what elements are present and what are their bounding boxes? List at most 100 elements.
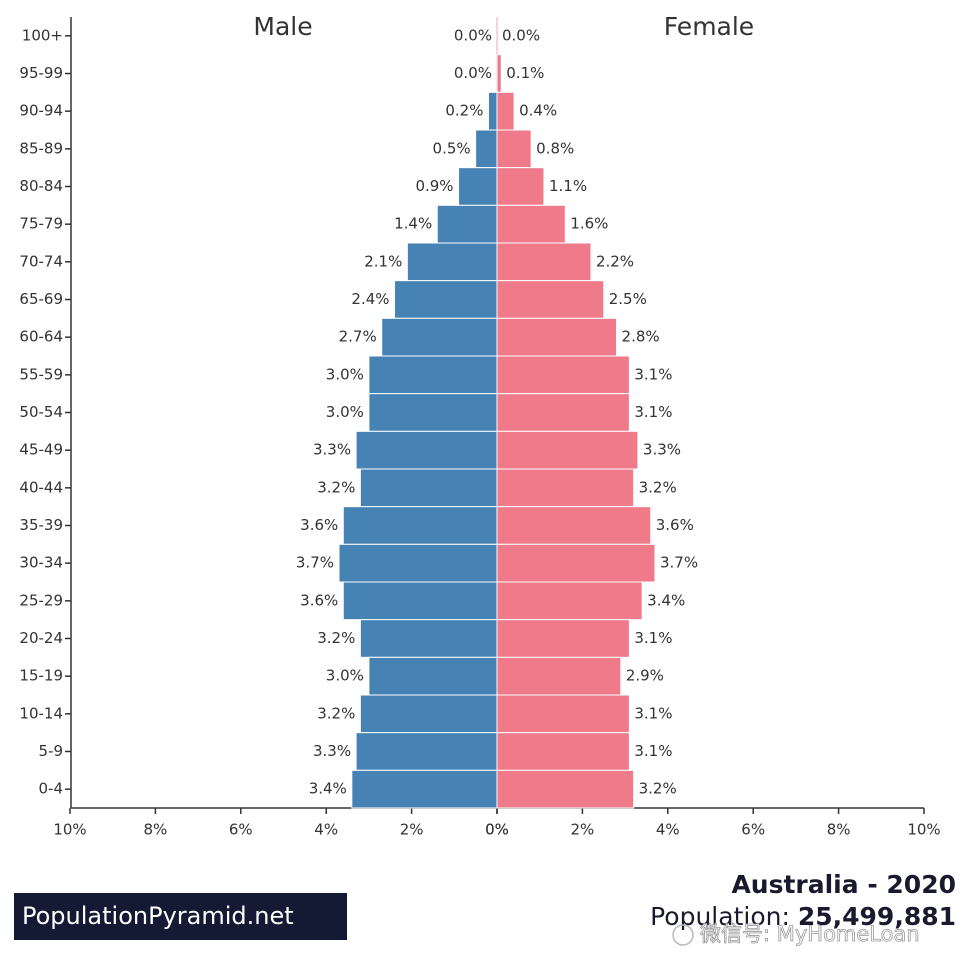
bar [355,732,498,771]
value-label: 0.0% [454,64,492,82]
bar [351,769,498,809]
value-label: 3.3% [313,742,351,760]
male-label: Male [253,12,312,41]
y-tick-label: 10-14 [19,704,63,722]
x-tick-label: 8% [144,821,168,839]
value-label: 3.2% [317,478,355,496]
x-tick-label: 10% [53,821,86,839]
y-tick-label: 65-69 [19,290,63,308]
value-label: 3.6% [300,591,338,609]
population: Population: 25,499,881 [650,902,956,931]
value-label: 2.4% [351,290,389,308]
y-tick-label: 0-4 [39,780,64,798]
value-label: 3.3% [313,441,351,459]
bar [458,167,498,206]
bar [496,656,622,696]
y-tick-label: 90-94 [19,102,63,120]
value-label: 0.1% [506,64,544,82]
bar [406,242,498,282]
value-label: 3.1% [634,629,672,647]
bar [496,543,656,583]
bar [496,54,502,93]
bar [496,91,515,131]
x-tick-label: 6% [229,821,253,839]
value-label: 3.3% [643,441,681,459]
bar [359,468,498,508]
y-tick-label: 60-64 [19,328,63,346]
x-tick-label: 8% [827,821,851,839]
value-label: 3.1% [634,365,672,383]
y-tick-label: 5-9 [39,742,64,760]
y-tick-label: 100+ [22,26,63,44]
bar [496,393,630,432]
bar [496,204,566,244]
y-tick-label: 15-19 [19,667,63,685]
bar [436,204,498,244]
bar [496,468,635,508]
bar [359,619,498,658]
bar [496,430,639,470]
value-label: 3.2% [317,629,355,647]
bar [496,167,545,206]
female-label: Female [664,12,754,41]
value-label: 3.0% [326,403,364,421]
value-label: 2.7% [339,328,377,346]
y-tick-label: 20-24 [19,629,63,647]
bar [381,317,498,357]
bar [355,430,498,470]
value-label: 0.5% [433,139,471,157]
watermark: 微信号: MyHomeLoan [700,922,920,946]
value-label: 0.9% [415,177,453,195]
bar [342,581,498,621]
x-tick-label: 4% [314,821,338,839]
bar [496,129,532,169]
x-tick-label: 6% [741,821,765,839]
y-tick-label: 75-79 [19,215,63,233]
value-label: 2.1% [364,252,402,270]
bar [338,543,498,583]
value-label: 1.4% [394,215,432,233]
value-label: 3.7% [660,554,698,572]
y-tick-label: 30-34 [19,554,63,572]
brand-box [14,893,347,940]
value-label: 0.2% [445,102,483,120]
x-tick-label: 0% [485,821,509,839]
population-value: 25,499,881 [798,902,956,931]
value-label: 3.0% [326,667,364,685]
value-label: 3.2% [639,478,677,496]
value-label: 1.1% [549,177,587,195]
bar [359,694,498,734]
bar [368,656,498,696]
x-tick-label: 2% [400,821,424,839]
y-tick-label: 35-39 [19,516,63,534]
watermark-icon [672,924,694,946]
value-label: 3.1% [634,704,672,722]
value-label: 3.6% [300,516,338,534]
value-label: 2.5% [609,290,647,308]
bar [487,91,498,131]
bar [496,769,635,809]
y-tick-label: 25-29 [19,591,63,609]
y-tick-label: 70-74 [19,252,63,270]
x-tick-label: 0% [485,821,509,839]
value-label: 3.7% [296,554,334,572]
value-label: 3.2% [639,780,677,798]
bar [496,581,643,621]
population-label: Population: [650,902,790,931]
y-tick-label: 85-89 [19,139,63,157]
y-tick-label: 45-49 [19,441,63,459]
value-label: 0.4% [519,102,557,120]
value-label: 3.6% [656,516,694,534]
value-label: 2.9% [626,667,664,685]
bar [496,619,630,658]
value-label: 3.4% [647,591,685,609]
bar [368,393,498,432]
y-tick-label: 40-44 [19,478,63,496]
value-label: 2.8% [622,328,660,346]
brand: PopulationPyramid.net [22,902,294,930]
y-tick-label: 55-59 [19,365,63,383]
value-label: 2.2% [596,252,634,270]
value-label: 1.6% [570,215,608,233]
bar [342,506,498,545]
bar [496,506,652,545]
